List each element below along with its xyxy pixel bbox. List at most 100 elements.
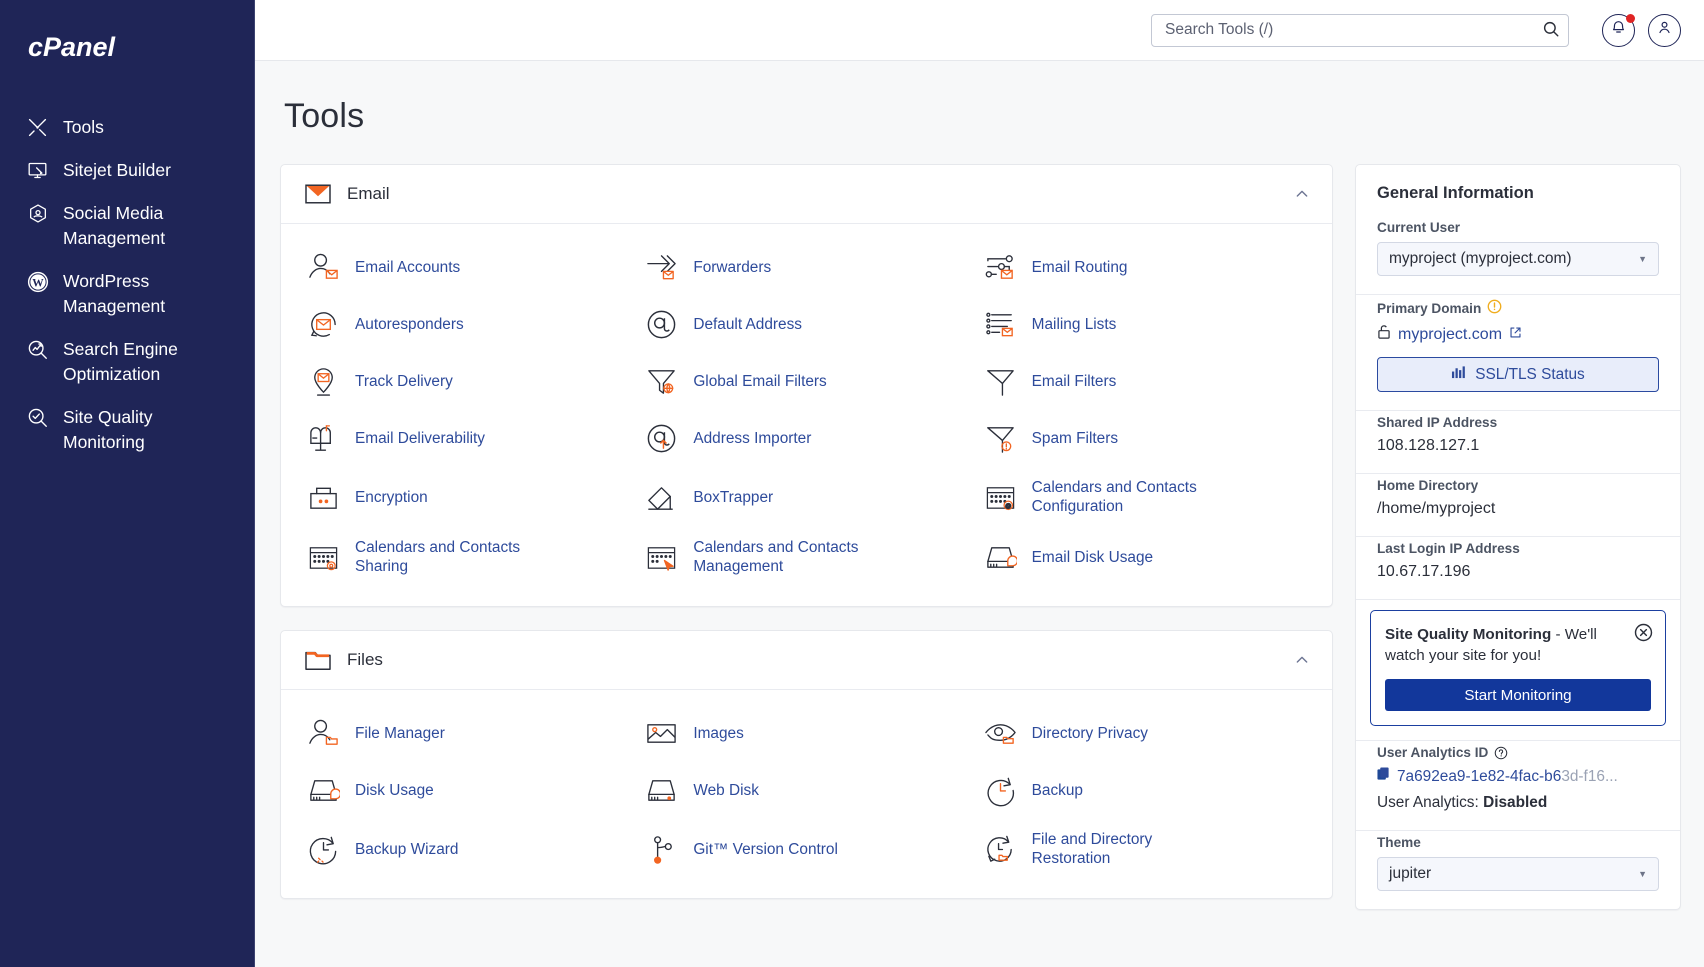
user-analytics-id-row: 7a692ea9-1e82-4fac-b63d-f16... [1377,767,1659,786]
promo-text: Site Quality Monitoring - We'll watch yo… [1385,624,1651,666]
chevron-down-icon: ▼ [1638,869,1647,879]
tool-boxtrapper[interactable]: BoxTrapper [637,468,975,526]
tool-default-address[interactable]: Default Address [637,297,975,352]
tool-file-manager[interactable]: File Manager [299,706,637,761]
section-files-header[interactable]: Files [281,631,1332,690]
tool-autoresponders[interactable]: Autoresponders [299,297,637,352]
help-circle-icon[interactable] [1494,746,1508,760]
tool-email-filters[interactable]: Email Filters [976,354,1314,409]
tool-spam-filters[interactable]: Spam Filters [976,411,1314,466]
sidebar-item-label: Social Media Management [63,203,166,248]
ssl-tls-status-button[interactable]: SSL/TLS Status [1377,357,1659,392]
primary-domain-link[interactable]: myproject.com [1398,325,1503,343]
search-submit-button[interactable] [1534,15,1568,46]
tool-label: Directory Privacy [1031,725,1148,742]
last-login-block: Last Login IP Address 10.67.17.196 [1356,537,1680,600]
chevron-up-icon[interactable] [1292,650,1312,670]
tool-label: Email Deliverability [355,430,486,447]
tool-label: Track Delivery [355,373,453,390]
backup-wizard-icon [306,832,341,867]
web-disk-icon [644,773,679,808]
tool-label: Calendars and Contacts Configuration [1031,479,1197,515]
tool-calendars-and-contacts-sharing[interactable]: Calendars and Contacts Sharing [299,528,637,586]
sidebar-item-tools[interactable]: Tools [0,106,254,149]
user-analytics-id-value[interactable]: 7a692ea9-1e82-4fac-b63d-f16... [1397,768,1618,786]
user-avatar-icon [1656,19,1673,41]
content-area: Tools Email [255,61,1704,967]
user-analytics-id-label-text: User Analytics ID [1377,745,1489,760]
sidebar-item-sitejet-builder[interactable]: Sitejet Builder [0,149,254,192]
tool-label: Global Email Filters [693,373,827,390]
calendar-management-icon [644,540,679,575]
section-email-header[interactable]: Email [281,165,1332,224]
tool-directory-privacy[interactable]: Directory Privacy [976,706,1314,761]
close-circle-icon[interactable] [1634,623,1653,642]
current-user-value: myproject (myproject.com) [1389,250,1572,267]
primary-domain-row: myproject.com [1377,324,1659,345]
tool-label: Email Disk Usage [1031,548,1154,566]
svg-text:cPanel: cPanel [28,32,116,62]
sidebar-item-social-media-management[interactable]: Social Media Management [0,192,254,260]
sidebar-nav: Tools Sitejet Builder [0,106,254,464]
tool-email-routing[interactable]: Email Routing [976,240,1314,295]
tool-address-importer[interactable]: Address Importer [637,411,975,466]
tool-file-and-directory-restoration[interactable]: File and Directory Restoration [976,820,1314,878]
email-disk-usage-icon [983,540,1018,575]
external-link-icon[interactable] [1509,326,1522,344]
tool-label: Web Disk [693,782,759,799]
top-bar [255,0,1704,61]
tool-email-deliverability[interactable]: Email Deliverability [299,411,637,466]
directory-privacy-icon [983,716,1018,751]
search-icon [1542,20,1560,41]
current-user-select[interactable]: myproject (myproject.com) ▼ [1377,242,1659,276]
folder-icon [303,645,333,675]
account-button[interactable] [1648,13,1681,47]
tool-images[interactable]: Images [637,706,975,761]
git-version-control-icon [644,832,679,867]
site-quality-icon [26,405,49,430]
start-monitoring-button[interactable]: Start Monitoring [1385,679,1651,711]
current-user-block: Current User myproject (myproject.com) ▼ [1356,216,1680,295]
warning-icon[interactable] [1487,299,1502,317]
tool-git-version-control[interactable]: Git™ Version Control [637,820,975,878]
search-input[interactable] [1151,13,1569,47]
last-login-label: Last Login IP Address [1377,541,1520,556]
section-title: Files [347,650,383,669]
tool-label: File and Directory Restoration [1031,831,1153,867]
tools-icon [26,115,49,140]
user-analytics-block: User Analytics ID [1356,741,1680,831]
tool-backup-wizard[interactable]: Backup Wizard [299,820,637,878]
tool-global-email-filters[interactable]: Global Email Filters [637,354,975,409]
notifications-button[interactable] [1602,13,1635,47]
chevron-up-icon[interactable] [1292,184,1312,204]
tool-calendars-and-contacts-management[interactable]: Calendars and Contacts Management [637,528,975,586]
sidebar-item-search-engine-optimization[interactable]: Search Engine Optimization [0,328,254,396]
sidebar-item-wordpress-management[interactable]: W WordPress Management [0,260,254,328]
tool-calendars-and-contacts-configuration[interactable]: @ Calendars and Contacts Configuration [976,468,1314,526]
copy-icon[interactable] [1377,767,1390,786]
sidebar-item-site-quality-monitoring[interactable]: Site Quality Monitoring [0,396,254,464]
email-routing-icon [983,250,1018,285]
tool-backup[interactable]: Backup [976,763,1314,818]
tool-label: Spam Filters [1031,430,1119,447]
calendar-config-icon: @ [983,480,1018,515]
tool-encryption[interactable]: Encryption [299,468,637,526]
primary-domain-label-text: Primary Domain [1377,300,1482,316]
tool-label: File Manager [355,725,445,742]
tool-email-accounts[interactable]: Email Accounts [299,240,637,295]
tool-email-disk-usage[interactable]: Email Disk Usage [976,528,1314,586]
cpanel-logo[interactable]: cPanel [0,22,254,82]
site-quality-monitoring-promo: Site Quality Monitoring - We'll watch yo… [1370,610,1666,726]
tool-track-delivery[interactable]: Track Delivery [299,354,637,409]
email-filters-icon [983,364,1018,399]
tool-disk-usage[interactable]: Disk Usage [299,763,637,818]
general-information-card: General Information Current User myproje… [1355,164,1681,910]
theme-select[interactable]: jupiter ▼ [1377,857,1659,891]
shared-ip-block: Shared IP Address 108.128.127.1 [1356,411,1680,474]
tool-forwarders[interactable]: Forwarders [637,240,975,295]
email-deliverability-icon [306,421,341,456]
tool-mailing-lists[interactable]: Mailing Lists [976,297,1314,352]
ssl-tls-status-label: SSL/TLS Status [1475,365,1585,383]
tool-label: Calendars and Contacts Sharing [355,539,521,575]
tool-web-disk[interactable]: Web Disk [637,763,975,818]
